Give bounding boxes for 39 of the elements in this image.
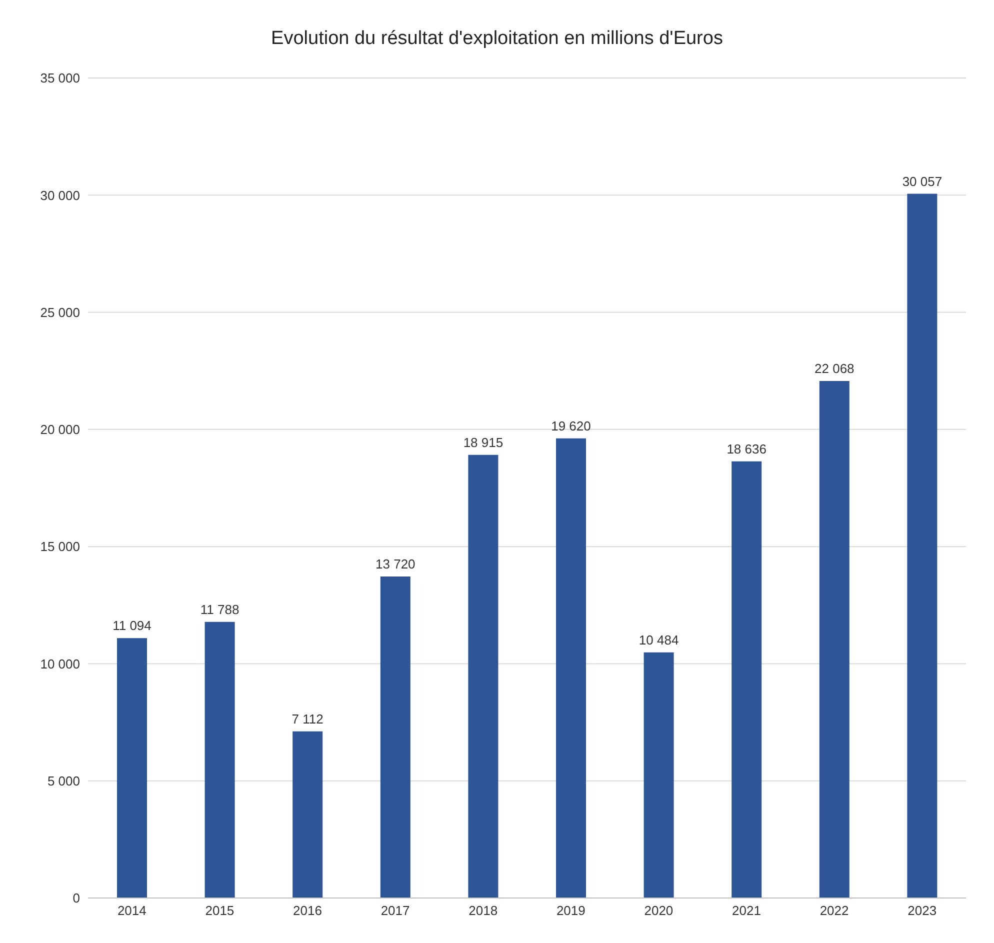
data-label: 18 915 [463, 434, 504, 450]
bar [907, 194, 938, 898]
x-tick-label: 2018 [468, 903, 498, 918]
y-tick-label: 20 000 [40, 422, 80, 438]
y-tick-label: 10 000 [40, 656, 80, 672]
x-tick-label: 2015 [205, 903, 234, 918]
bar [468, 454, 498, 898]
y-tick-label: 35 000 [40, 70, 80, 86]
x-tick-label: 2014 [117, 903, 146, 918]
y-tick-label: 5 000 [47, 773, 80, 788]
data-label: 19 620 [551, 418, 591, 434]
x-tick-label: 2020 [644, 903, 674, 918]
bar [556, 438, 586, 898]
bar [380, 576, 410, 898]
x-tick-label: 2019 [556, 903, 586, 918]
data-label: 22 068 [814, 360, 854, 376]
bar [292, 731, 323, 898]
data-label: 11 094 [112, 618, 152, 634]
y-tick-label: 25 000 [40, 304, 80, 320]
data-label: 13 720 [376, 556, 416, 572]
data-label: 18 636 [726, 441, 766, 456]
x-tick-label: 2023 [908, 903, 937, 918]
x-tick-label: 2021 [732, 903, 761, 918]
y-tick-label: 15 000 [40, 539, 80, 554]
x-tick-label: 2017 [380, 903, 410, 918]
bar [732, 461, 762, 898]
bar [819, 380, 850, 898]
data-label: 30 057 [902, 174, 942, 189]
data-label: 11 788 [200, 602, 240, 617]
data-label: 10 484 [638, 632, 679, 648]
bar [644, 652, 674, 898]
x-tick-label: 2016 [293, 903, 322, 918]
bar [117, 638, 147, 898]
y-tick-label: 0 [72, 890, 80, 906]
bar [204, 622, 235, 898]
y-tick-label: 30 000 [40, 188, 80, 203]
chart-title: Evolution du résultat d'exploitation en millions d'Euros [270, 27, 724, 51]
data-label: 7 112 [292, 711, 324, 726]
x-tick-label: 2022 [820, 903, 849, 918]
